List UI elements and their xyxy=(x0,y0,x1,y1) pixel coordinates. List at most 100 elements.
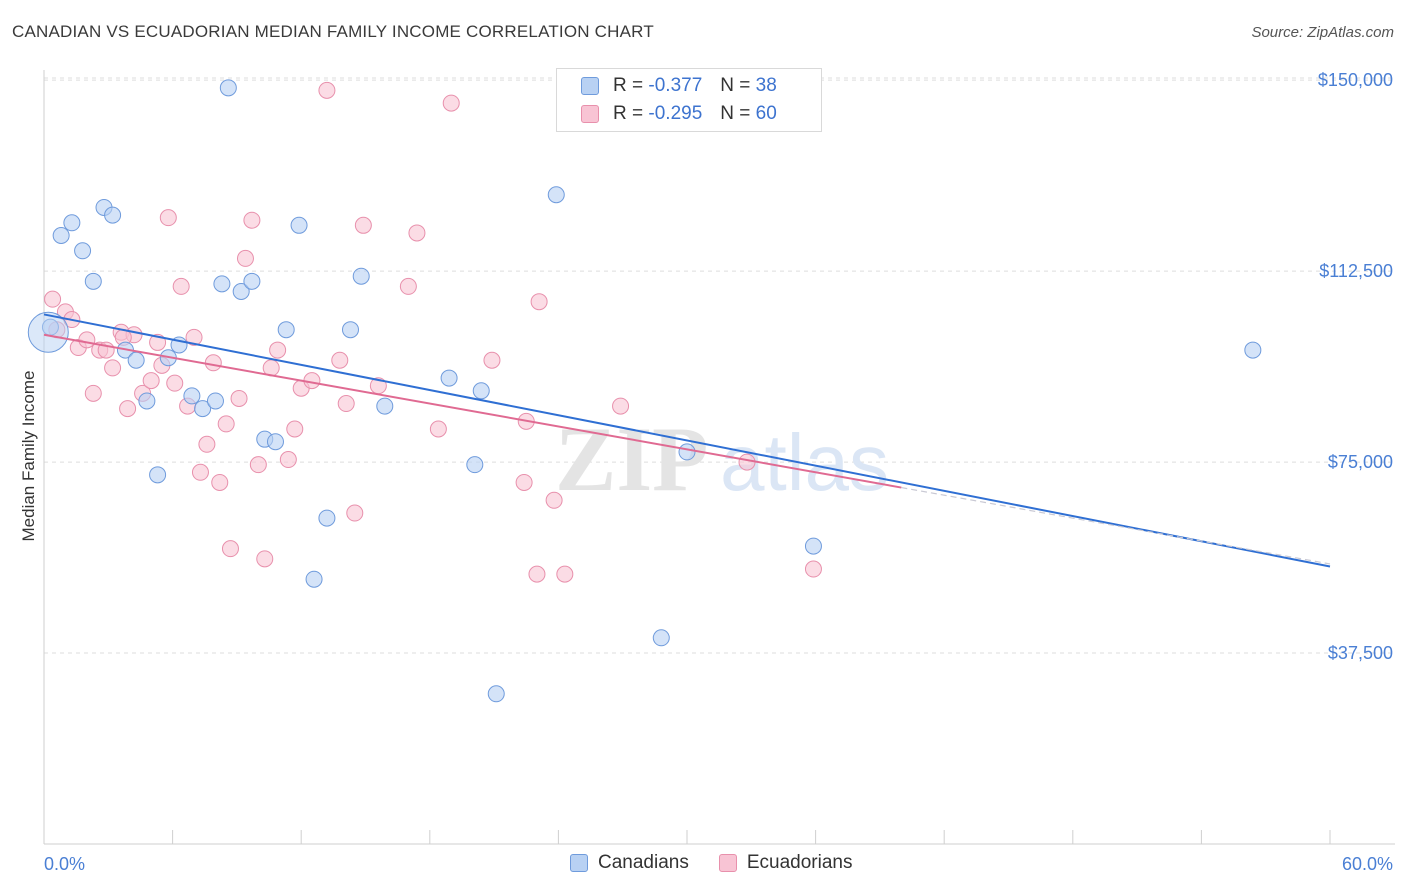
data-point-ecuadorians xyxy=(211,473,229,491)
y-tick-label: $150,000 xyxy=(1318,70,1393,90)
data-point-ecuadorians xyxy=(159,209,177,227)
data-point-canadians xyxy=(472,382,490,400)
data-point-ecuadorians xyxy=(354,216,372,234)
data-point-canadians xyxy=(84,272,102,290)
legend-row-ecuadorians: R = -0.295 N = 60 xyxy=(581,101,777,127)
data-point-ecuadorians xyxy=(556,565,574,583)
data-point-ecuadorians xyxy=(286,420,304,438)
data-point-canadians xyxy=(305,570,323,588)
data-point-canadians xyxy=(213,275,231,293)
data-point-ecuadorians xyxy=(318,81,336,99)
y-tick-label: $37,500 xyxy=(1328,643,1393,663)
data-point-canadians xyxy=(74,242,92,260)
y-axis-label: Median Family Income xyxy=(19,370,38,541)
bottom-legend-label-canadians: Canadians xyxy=(598,852,689,873)
data-point-canadians xyxy=(183,387,201,405)
chart-title: CANADIAN VS ECUADORIAN MEDIAN FAMILY INC… xyxy=(12,22,654,41)
data-point-canadians xyxy=(547,186,565,204)
legend-r-label: R = xyxy=(613,103,644,124)
legend-n-value: 38 xyxy=(755,75,777,96)
data-point-ecuadorians xyxy=(530,293,548,311)
bottom-legend-swatch-pink xyxy=(718,854,737,872)
data-point-ecuadorians xyxy=(198,435,216,453)
data-point-ecuadorians xyxy=(331,351,349,369)
series-canadians xyxy=(27,79,1262,703)
data-point-ecuadorians xyxy=(269,341,287,359)
legend-r-value: -0.377 xyxy=(648,75,703,96)
data-point-canadians xyxy=(678,443,696,461)
data-point-ecuadorians xyxy=(84,384,102,402)
legend-r-value: -0.295 xyxy=(648,103,703,124)
data-point-canadians xyxy=(290,216,308,234)
data-point-ecuadorians xyxy=(236,249,254,267)
data-point-ecuadorians xyxy=(256,550,274,568)
watermark: ZIP atlas xyxy=(555,408,889,510)
bottom-legend-ecuadorians: Ecuadorians xyxy=(718,852,853,874)
data-point-ecuadorians xyxy=(429,420,447,438)
trend-line-ecuadorians-extension xyxy=(901,486,1331,565)
data-point-ecuadorians xyxy=(528,565,546,583)
legend-swatch-blue xyxy=(581,77,599,95)
data-point-ecuadorians xyxy=(515,473,533,491)
data-point-ecuadorians xyxy=(804,560,822,578)
data-point-canadians xyxy=(466,456,484,474)
data-point-canadians xyxy=(52,226,70,244)
legend-n-label: N = xyxy=(720,75,751,96)
x-tick-label: 60.0% xyxy=(1342,854,1393,874)
data-point-canadians xyxy=(352,267,370,285)
bottom-legend-canadians: Canadians xyxy=(570,852,689,874)
data-point-ecuadorians xyxy=(612,397,630,415)
legend-swatch-pink xyxy=(581,105,599,123)
data-point-ecuadorians xyxy=(185,328,203,346)
data-point-canadians xyxy=(1244,341,1262,359)
data-point-ecuadorians xyxy=(172,277,190,295)
bottom-legend-label-ecuadorians: Ecuadorians xyxy=(746,852,853,873)
data-point-ecuadorians xyxy=(44,290,62,308)
data-point-ecuadorians xyxy=(217,415,235,433)
data-point-canadians xyxy=(127,351,145,369)
data-point-canadians xyxy=(487,685,505,703)
data-point-ecuadorians xyxy=(191,463,209,481)
trend-lines xyxy=(43,313,1331,568)
data-point-ecuadorians xyxy=(204,354,222,372)
data-point-canadians xyxy=(804,537,822,555)
data-point-ecuadorians xyxy=(442,94,460,112)
data-point-ecuadorians xyxy=(483,351,501,369)
data-point-ecuadorians xyxy=(399,277,417,295)
data-cluster-canadians xyxy=(27,311,69,353)
chart-source: Source: ZipAtlas.com xyxy=(1251,24,1394,41)
legend-box: R = -0.377 N = 38 R = -0.295 N = 60 xyxy=(556,68,822,132)
data-point-ecuadorians xyxy=(142,372,160,390)
data-point-ecuadorians xyxy=(243,211,261,229)
data-point-ecuadorians xyxy=(738,453,756,471)
legend-r-label: R = xyxy=(613,75,644,96)
data-point-canadians xyxy=(341,321,359,339)
bottom-legend: Canadians Ecuadorians xyxy=(570,852,882,874)
data-point-canadians xyxy=(652,629,670,647)
data-point-canadians xyxy=(232,283,250,301)
data-point-canadians xyxy=(194,400,212,418)
trend-line-canadians xyxy=(43,313,1331,568)
y-tick-label: $112,500 xyxy=(1319,261,1393,281)
x-tick-label: 0.0% xyxy=(44,854,85,874)
gridlines xyxy=(44,77,1395,654)
data-point-canadians xyxy=(63,214,81,232)
data-point-ecuadorians xyxy=(119,400,137,418)
data-point-canadians xyxy=(376,397,394,415)
data-point-canadians xyxy=(318,509,336,527)
data-point-ecuadorians xyxy=(230,389,248,407)
axes xyxy=(43,70,1395,845)
tick-labels: $37,500 $75,000 $112,500 $150,000 0.0% 60.0% xyxy=(44,70,1393,874)
data-point-ecuadorians xyxy=(279,451,297,469)
data-point-ecuadorians xyxy=(166,374,184,392)
data-point-ecuadorians xyxy=(221,540,239,558)
data-point-canadians xyxy=(138,392,156,410)
data-point-ecuadorians xyxy=(346,504,364,522)
trend-line-ecuadorians xyxy=(43,333,902,489)
data-point-canadians xyxy=(104,206,122,224)
bottom-legend-swatch-blue xyxy=(570,854,588,872)
data-point-canadians xyxy=(149,466,167,484)
data-point-canadians xyxy=(219,79,237,97)
legend-n-value: 60 xyxy=(755,103,777,124)
data-point-canadians xyxy=(206,392,224,410)
